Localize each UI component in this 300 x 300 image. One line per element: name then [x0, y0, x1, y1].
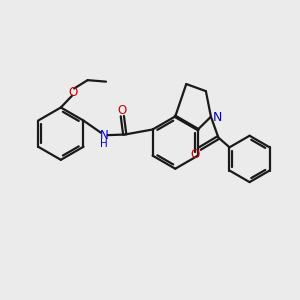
Text: O: O [118, 104, 127, 117]
Text: O: O [68, 85, 77, 98]
Text: H: H [100, 139, 108, 149]
Text: O: O [191, 148, 200, 161]
Text: N: N [100, 129, 108, 142]
Text: N: N [213, 111, 222, 124]
